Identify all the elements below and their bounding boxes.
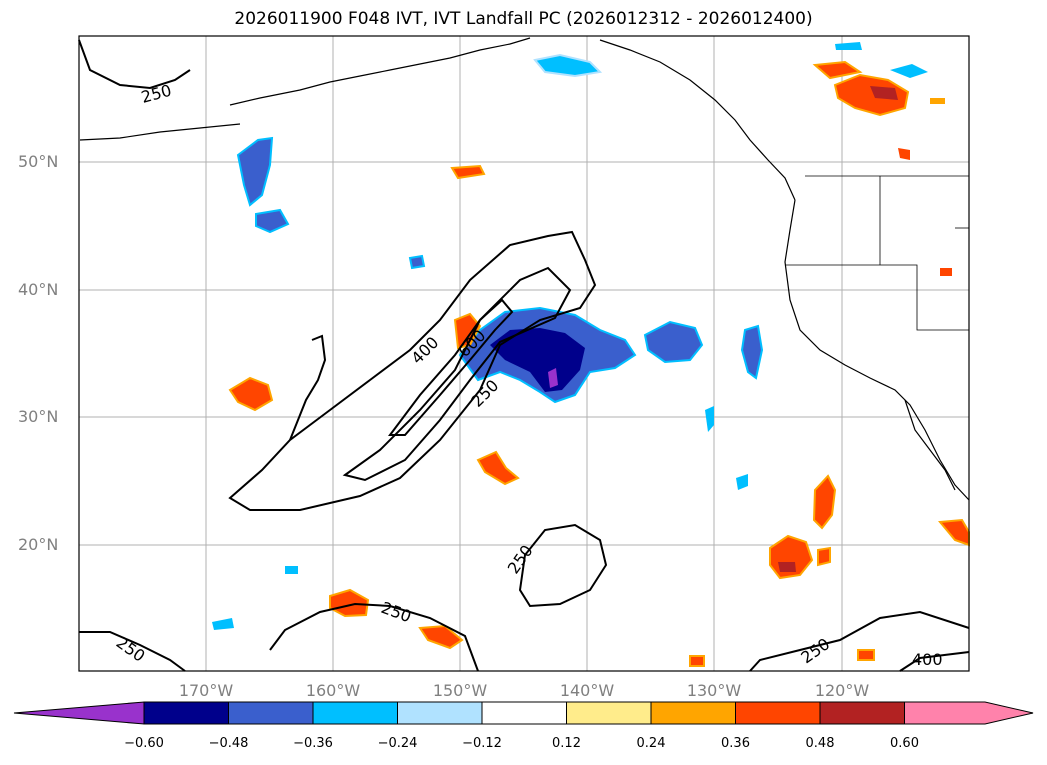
- positive-pc-regions: [228, 60, 970, 667]
- ivt-contours: [78, 39, 970, 672]
- contour-250-nw: [78, 39, 191, 90]
- contour-250-west: [289, 334, 327, 441]
- canada-coast: [599, 39, 796, 201]
- map-frame: [78, 35, 970, 672]
- colorbar-tick: 0.48: [805, 736, 835, 751]
- contour-250-se: [749, 610, 970, 672]
- lon-label-150: 150°W: [432, 681, 488, 700]
- colorbar-tick: 0.36: [721, 736, 750, 751]
- negative-region-gulf: [533, 53, 603, 78]
- colorbar-segment: [650, 701, 736, 725]
- negative-spot-1: [408, 254, 426, 270]
- colorbar-tick: −0.60: [124, 736, 164, 751]
- positive-spot-3: [857, 649, 875, 661]
- contour-label: 400: [912, 650, 943, 669]
- lat-label-40: 40°N: [18, 280, 59, 299]
- baja-coast: [904, 399, 956, 491]
- map-title: 2026011900 F048 IVT, IVT Landfall PC (20…: [234, 9, 813, 29]
- colorbar-tick: −0.36: [293, 736, 333, 751]
- lat-label-50: 50°N: [18, 152, 59, 171]
- positive-core-mexico: [778, 562, 796, 572]
- colorbar-segment: [904, 701, 1034, 725]
- negative-spot-2: [705, 406, 714, 432]
- contour-600: [388, 298, 514, 436]
- contour-250-main: [228, 230, 597, 511]
- colorbar-segment: [397, 701, 483, 725]
- lon-label-120: 120°W: [814, 681, 870, 700]
- colorbar-tick: 0.24: [636, 736, 666, 751]
- colorbar-segment: [735, 701, 821, 725]
- colorbar-tick: 0.60: [890, 736, 919, 751]
- negative-pc-regions: [212, 42, 928, 630]
- lon-label-130: 130°W: [686, 681, 742, 700]
- negative-region-far-east: [740, 324, 764, 380]
- us-mexico-coast: [784, 199, 970, 501]
- positive-region-bc: [833, 73, 910, 117]
- colorbar-segments: [13, 701, 1034, 725]
- colorbar-segment: [312, 701, 398, 725]
- contour-250-south-2: [269, 602, 479, 672]
- positive-spot-6: [898, 148, 910, 160]
- state-borders: [785, 264, 969, 331]
- negative-spot-4: [212, 618, 234, 630]
- colorbar-tick: −0.24: [377, 736, 418, 751]
- min-negative-spot: [548, 368, 558, 388]
- colorbar-segment: [228, 701, 314, 725]
- negative-spot-6: [890, 64, 928, 78]
- colorbar-tick: 0.12: [552, 736, 581, 751]
- map-canvas: 250 250 400 600 250 250 250 250 250 400: [78, 35, 970, 672]
- positive-spot-2: [930, 98, 945, 104]
- coastlines: [79, 37, 970, 501]
- positive-region-ar-edge: [453, 312, 482, 350]
- lon-label-160: 160°W: [305, 681, 361, 700]
- positive-core-bc: [870, 86, 898, 100]
- colorbar-segment: [13, 701, 145, 725]
- negative-spot-7: [835, 42, 862, 50]
- core-negative-region: [490, 328, 585, 392]
- political-borders: [785, 175, 969, 331]
- colorbar-segment: [819, 701, 905, 725]
- colorbar-tick: −0.12: [462, 736, 502, 751]
- positive-region-central: [476, 450, 520, 486]
- positive-spot-1: [450, 164, 486, 180]
- lat-label-20: 20°N: [18, 535, 59, 554]
- contour-400-se: [899, 651, 970, 672]
- positive-spot-7: [940, 268, 952, 276]
- lon-label-140: 140°W: [559, 681, 615, 700]
- positive-region-south: [329, 588, 370, 618]
- positive-spot-4: [689, 655, 705, 667]
- contour-250-south: [518, 523, 608, 608]
- colorbar-segment: [566, 701, 652, 725]
- positive-region-west: [228, 376, 274, 412]
- positive-spot-5: [817, 546, 831, 567]
- contour-250-sw: [79, 631, 186, 672]
- colorbar-segment: [143, 701, 229, 725]
- positive-region-south-2: [418, 624, 464, 650]
- aleutian-chain: [79, 123, 241, 141]
- lat-label-30: 30°N: [18, 407, 59, 426]
- lon-label-170: 170°W: [178, 681, 234, 700]
- positive-region-bc-2: [812, 60, 863, 80]
- alaska-coast: [229, 37, 531, 106]
- negative-spot-3: [736, 474, 748, 490]
- negative-region-north: [236, 136, 274, 207]
- positive-region-mexico-2: [812, 474, 837, 530]
- negative-region-north-2: [255, 208, 290, 234]
- colorbar: [13, 701, 1034, 725]
- contour-400: [342, 266, 572, 482]
- colorbar-tick: −0.48: [208, 736, 249, 751]
- colorbar-segment: [481, 701, 567, 725]
- negative-region-east: [643, 320, 704, 364]
- negative-spot-5: [285, 566, 298, 574]
